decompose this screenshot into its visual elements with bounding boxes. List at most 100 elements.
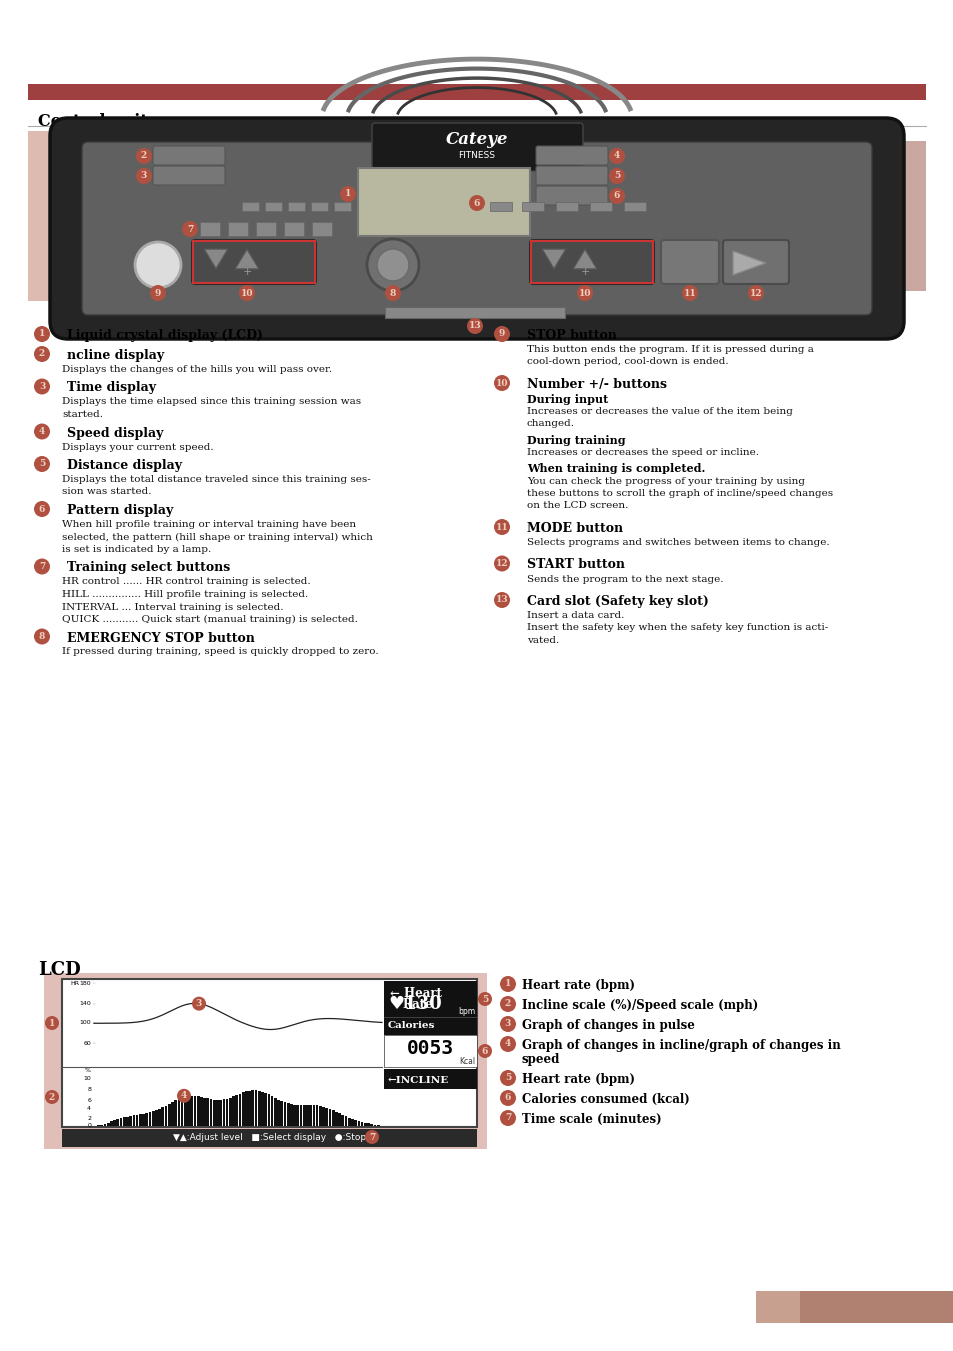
Text: Increases or decreases the value of the item being: Increases or decreases the value of the … bbox=[526, 407, 792, 416]
Text: Increases or decreases the speed or incline.: Increases or decreases the speed or incl… bbox=[526, 449, 759, 457]
Bar bbox=[226, 1098, 228, 1125]
Bar bbox=[357, 1121, 360, 1125]
Bar bbox=[28, 84, 925, 100]
Text: If pressed during training, speed is quickly dropped to zero.: If pressed during training, speed is qui… bbox=[62, 647, 378, 657]
Text: 7: 7 bbox=[187, 224, 193, 234]
Text: Insert the safety key when the safety key function is acti-: Insert the safety key when the safety ke… bbox=[526, 624, 827, 632]
Bar bbox=[177, 1098, 180, 1125]
Text: ♥130: ♥130 bbox=[388, 994, 441, 1013]
Text: is set is indicated by a lamp.: is set is indicated by a lamp. bbox=[62, 544, 211, 554]
Circle shape bbox=[45, 1090, 59, 1104]
Bar bbox=[255, 222, 275, 236]
Text: 180: 180 bbox=[79, 981, 91, 986]
Bar bbox=[870, 141, 925, 290]
Text: Graph of changes in pulse: Graph of changes in pulse bbox=[521, 1019, 694, 1032]
Text: started.: started. bbox=[62, 409, 103, 419]
Bar bbox=[623, 203, 645, 211]
Bar bbox=[184, 1097, 187, 1125]
Bar bbox=[252, 1090, 253, 1125]
Text: 9: 9 bbox=[154, 289, 161, 297]
Text: 4: 4 bbox=[504, 1039, 511, 1048]
Text: 6: 6 bbox=[39, 504, 45, 513]
Circle shape bbox=[34, 378, 50, 394]
Text: 2: 2 bbox=[504, 1000, 511, 1008]
Text: 2: 2 bbox=[39, 350, 45, 358]
Bar bbox=[44, 973, 486, 1148]
Bar bbox=[222, 1100, 225, 1125]
Text: 12: 12 bbox=[496, 559, 508, 567]
Text: 6: 6 bbox=[87, 1097, 91, 1102]
Text: 10: 10 bbox=[578, 289, 591, 297]
Bar bbox=[589, 203, 612, 211]
Bar bbox=[241, 1093, 244, 1125]
Text: START button: START button bbox=[526, 558, 624, 571]
Text: ←INCLINE: ←INCLINE bbox=[388, 1075, 449, 1085]
Bar bbox=[309, 1105, 312, 1125]
Circle shape bbox=[499, 1016, 516, 1032]
FancyBboxPatch shape bbox=[530, 240, 654, 284]
Text: +: + bbox=[242, 267, 252, 277]
Circle shape bbox=[182, 222, 198, 236]
Text: vated.: vated. bbox=[526, 636, 558, 644]
Text: Speed display: Speed display bbox=[67, 427, 163, 439]
Text: ▼▲:Adjust level   ■:Select display   ●:Stop: ▼▲:Adjust level ■:Select display ●:Stop bbox=[172, 1133, 366, 1143]
Bar bbox=[328, 1109, 331, 1125]
Text: Distance display: Distance display bbox=[67, 459, 182, 471]
Bar bbox=[363, 1123, 366, 1125]
Circle shape bbox=[34, 326, 50, 342]
Bar bbox=[293, 1105, 295, 1125]
Text: 11: 11 bbox=[683, 289, 696, 297]
Text: 6: 6 bbox=[474, 199, 479, 208]
Bar bbox=[200, 1097, 203, 1125]
Circle shape bbox=[34, 628, 50, 644]
Bar bbox=[384, 1035, 476, 1067]
Circle shape bbox=[681, 285, 698, 301]
FancyBboxPatch shape bbox=[82, 142, 871, 315]
Text: 1: 1 bbox=[504, 979, 511, 989]
Bar bbox=[200, 222, 220, 236]
Bar bbox=[135, 1115, 138, 1125]
Text: 0053: 0053 bbox=[407, 1039, 454, 1058]
Bar bbox=[123, 1117, 126, 1125]
Text: 13: 13 bbox=[468, 322, 481, 331]
Bar bbox=[165, 1105, 167, 1125]
Text: 4: 4 bbox=[39, 427, 45, 436]
Text: changed.: changed. bbox=[526, 420, 575, 428]
Circle shape bbox=[494, 519, 510, 535]
Bar bbox=[168, 1104, 171, 1125]
Text: Graph of changes in incline/graph of changes in: Graph of changes in incline/graph of cha… bbox=[521, 1039, 840, 1052]
Bar bbox=[142, 1115, 145, 1125]
Text: 3: 3 bbox=[195, 1000, 202, 1008]
Circle shape bbox=[494, 376, 510, 390]
Circle shape bbox=[469, 195, 484, 211]
Bar bbox=[338, 1113, 340, 1125]
Text: Kcal: Kcal bbox=[458, 1056, 475, 1066]
Bar bbox=[290, 1104, 293, 1125]
Text: 4: 4 bbox=[87, 1106, 91, 1112]
Bar bbox=[139, 1115, 142, 1125]
Circle shape bbox=[136, 149, 152, 163]
Bar bbox=[280, 1101, 283, 1125]
Bar bbox=[28, 131, 83, 301]
Text: HR control ...... HR control training is selected.: HR control ...... HR control training is… bbox=[62, 577, 311, 586]
Polygon shape bbox=[573, 249, 597, 269]
Bar bbox=[238, 1094, 241, 1125]
Circle shape bbox=[192, 997, 206, 1011]
Text: 0: 0 bbox=[92, 1129, 96, 1133]
Circle shape bbox=[499, 1036, 516, 1052]
Bar bbox=[193, 240, 314, 282]
Bar bbox=[126, 1117, 129, 1125]
Bar bbox=[257, 1090, 260, 1125]
Bar bbox=[322, 1106, 325, 1125]
Text: Pattern display: Pattern display bbox=[67, 504, 173, 517]
Bar bbox=[242, 203, 258, 211]
Text: 7: 7 bbox=[504, 1113, 511, 1123]
Bar bbox=[191, 1096, 193, 1125]
Bar bbox=[277, 1100, 279, 1125]
Text: Heart rate (bpm): Heart rate (bpm) bbox=[521, 1073, 635, 1086]
Bar bbox=[149, 1112, 152, 1125]
Bar bbox=[354, 1120, 356, 1125]
Text: 10: 10 bbox=[83, 1077, 91, 1082]
Text: HILL: HILL bbox=[449, 981, 475, 990]
Bar bbox=[130, 1116, 132, 1125]
